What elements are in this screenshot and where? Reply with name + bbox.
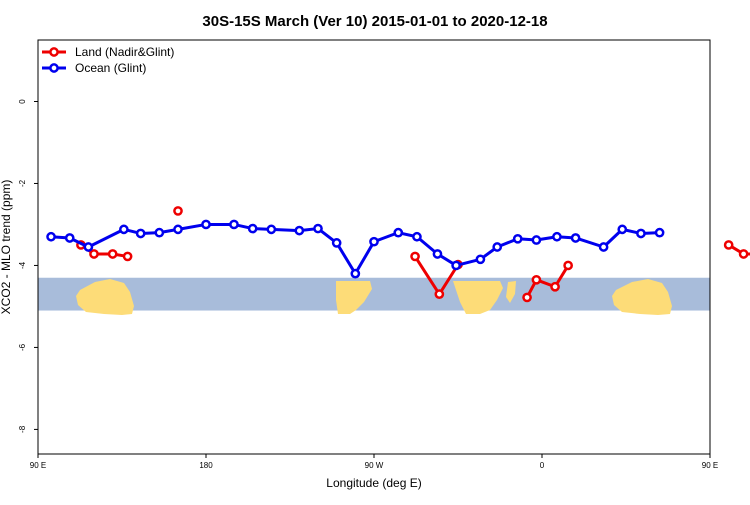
data-point xyxy=(122,251,133,262)
series-land xyxy=(76,206,750,303)
y-tick-label: -4 xyxy=(18,261,27,269)
data-point xyxy=(64,233,75,243)
y-tick-label: -6 xyxy=(18,343,27,351)
x-tick-label: 0 xyxy=(540,461,545,470)
x-tick-label: 90 E xyxy=(30,461,46,470)
x-tick-label: 90 E xyxy=(702,461,718,470)
land-australia-east xyxy=(612,279,672,315)
data-point xyxy=(119,224,129,235)
data-point xyxy=(531,235,542,245)
y-axis: 0 -2 -4 -6 -8 xyxy=(18,99,38,433)
data-point xyxy=(369,236,379,247)
series-line xyxy=(525,264,570,299)
data-point xyxy=(331,238,342,248)
legend-land-label: Land (Nadir&Glint) xyxy=(75,45,174,59)
data-point xyxy=(434,289,445,299)
legend-land-marker xyxy=(49,47,59,57)
land-australia-west xyxy=(76,279,134,315)
data-point xyxy=(563,260,573,271)
data-point xyxy=(83,242,94,252)
data-point xyxy=(451,260,461,271)
data-point xyxy=(173,224,183,235)
data-point xyxy=(723,240,734,250)
world-map-band xyxy=(38,277,710,315)
data-point xyxy=(570,233,581,243)
legend-ocean-label: Ocean (Glint) xyxy=(75,61,146,75)
data-point xyxy=(636,228,646,239)
data-point xyxy=(512,233,523,244)
x-axis: 90 E 180 90 W 0 90 E xyxy=(30,454,718,470)
data-point xyxy=(412,231,422,242)
land-madagascar xyxy=(506,281,516,303)
data-point xyxy=(313,223,323,234)
legend: Land (Nadir&Glint) Ocean (Glint) xyxy=(42,45,174,75)
chart-title: 30S-15S March (Ver 10) 2015-01-01 to 202… xyxy=(202,13,547,30)
data-point xyxy=(173,206,183,216)
land-south-america xyxy=(336,281,372,314)
data-point xyxy=(154,227,165,238)
plot-area-frame xyxy=(37,39,711,455)
series-line xyxy=(727,243,750,256)
y-tick-label: -8 xyxy=(18,425,27,433)
land-africa xyxy=(453,281,503,314)
data-point xyxy=(350,268,361,279)
ocean-band xyxy=(38,277,710,311)
data-point xyxy=(492,242,503,252)
data-point xyxy=(393,227,404,238)
data-point xyxy=(475,254,486,265)
data-point xyxy=(135,228,146,239)
data-point xyxy=(266,224,277,235)
data-point xyxy=(294,225,305,236)
data-point xyxy=(107,249,118,259)
data-point xyxy=(654,227,665,238)
data-point xyxy=(598,242,609,252)
data-point xyxy=(522,292,532,303)
x-tick-label: 90 W xyxy=(365,461,384,470)
data-point xyxy=(550,281,560,292)
y-tick-label: -2 xyxy=(18,179,27,187)
legend-ocean-marker xyxy=(49,63,59,73)
data-point xyxy=(89,249,99,259)
data-point xyxy=(738,249,749,259)
series-layer xyxy=(46,206,750,303)
y-tick-label: 0 xyxy=(18,99,27,104)
legend-entry-land: Land (Nadir&Glint) xyxy=(42,45,174,59)
data-point xyxy=(201,219,211,230)
data-point xyxy=(432,249,443,259)
legend-entry-ocean: Ocean (Glint) xyxy=(42,61,146,75)
series-ocean xyxy=(46,219,665,279)
y-axis-label: XCO2 - MLO trend (ppm) xyxy=(0,180,13,315)
data-point xyxy=(410,251,420,262)
x-axis-label: Longitude (deg E) xyxy=(326,476,421,490)
data-point xyxy=(617,224,628,235)
data-point xyxy=(229,219,239,230)
x-tick-label: 180 xyxy=(199,461,213,470)
data-point xyxy=(46,231,56,242)
data-point xyxy=(247,223,258,234)
data-point xyxy=(552,231,562,242)
data-point xyxy=(531,274,542,285)
